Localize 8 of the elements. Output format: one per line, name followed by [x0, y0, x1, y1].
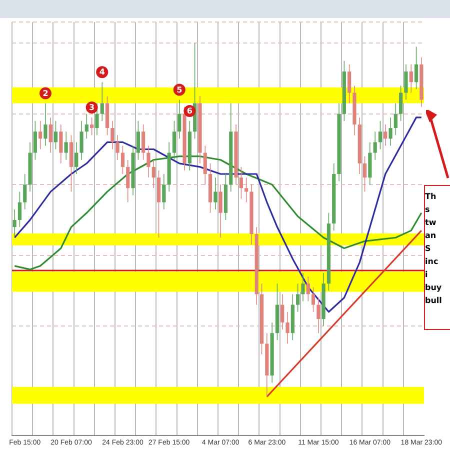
text: 4 [99, 68, 105, 77]
text: Th s tw an S inc i buy bull [425, 192, 442, 305]
text: 6 [186, 106, 192, 116]
candlestick [12, 209, 16, 238]
text: 3 [89, 103, 95, 112]
candlestick [100, 82, 104, 121]
text: 2 [42, 88, 48, 98]
text: 5 [176, 85, 182, 94]
